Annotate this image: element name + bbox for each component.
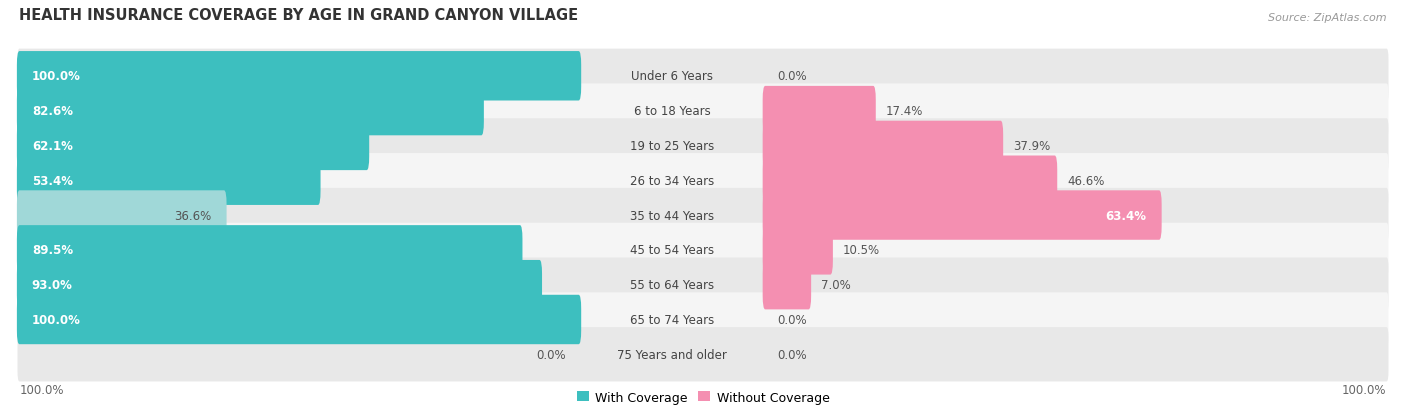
- Text: 26 to 34 Years: 26 to 34 Years: [630, 174, 714, 187]
- Text: 89.5%: 89.5%: [32, 244, 73, 257]
- Text: 100.0%: 100.0%: [32, 313, 80, 326]
- FancyBboxPatch shape: [17, 84, 1389, 138]
- Text: 93.0%: 93.0%: [32, 278, 73, 292]
- Text: 100.0%: 100.0%: [20, 383, 63, 396]
- Text: 100.0%: 100.0%: [32, 70, 80, 83]
- Text: 0.0%: 0.0%: [778, 313, 807, 326]
- Text: 46.6%: 46.6%: [1067, 174, 1105, 187]
- Text: 63.4%: 63.4%: [1105, 209, 1147, 222]
- FancyBboxPatch shape: [17, 119, 1389, 173]
- Text: 19 to 25 Years: 19 to 25 Years: [630, 140, 714, 152]
- FancyBboxPatch shape: [17, 223, 1389, 278]
- Text: 82.6%: 82.6%: [32, 105, 73, 118]
- FancyBboxPatch shape: [762, 260, 811, 310]
- Text: 65 to 74 Years: 65 to 74 Years: [630, 313, 714, 326]
- FancyBboxPatch shape: [17, 191, 226, 240]
- Text: 53.4%: 53.4%: [32, 174, 73, 187]
- Text: 10.5%: 10.5%: [842, 244, 880, 257]
- FancyBboxPatch shape: [17, 293, 1389, 347]
- Text: 55 to 64 Years: 55 to 64 Years: [630, 278, 714, 292]
- FancyBboxPatch shape: [17, 188, 1389, 242]
- FancyBboxPatch shape: [17, 154, 1389, 208]
- FancyBboxPatch shape: [17, 328, 1389, 382]
- Text: 62.1%: 62.1%: [32, 140, 73, 152]
- FancyBboxPatch shape: [17, 52, 581, 101]
- Text: 7.0%: 7.0%: [821, 278, 851, 292]
- FancyBboxPatch shape: [17, 260, 543, 310]
- Text: 0.0%: 0.0%: [778, 70, 807, 83]
- Legend: With Coverage, Without Coverage: With Coverage, Without Coverage: [572, 386, 834, 408]
- Text: HEALTH INSURANCE COVERAGE BY AGE IN GRAND CANYON VILLAGE: HEALTH INSURANCE COVERAGE BY AGE IN GRAN…: [20, 8, 578, 23]
- FancyBboxPatch shape: [17, 121, 370, 171]
- FancyBboxPatch shape: [762, 191, 1161, 240]
- FancyBboxPatch shape: [17, 50, 1389, 104]
- Text: 45 to 54 Years: 45 to 54 Years: [630, 244, 714, 257]
- Text: 6 to 18 Years: 6 to 18 Years: [634, 105, 710, 118]
- FancyBboxPatch shape: [17, 225, 523, 275]
- FancyBboxPatch shape: [762, 225, 832, 275]
- Text: 37.9%: 37.9%: [1014, 140, 1050, 152]
- Text: 17.4%: 17.4%: [886, 105, 924, 118]
- FancyBboxPatch shape: [762, 156, 1057, 205]
- FancyBboxPatch shape: [762, 87, 876, 136]
- FancyBboxPatch shape: [17, 258, 1389, 312]
- Text: Source: ZipAtlas.com: Source: ZipAtlas.com: [1268, 13, 1386, 23]
- FancyBboxPatch shape: [17, 156, 321, 205]
- FancyBboxPatch shape: [17, 87, 484, 136]
- Text: 75 Years and older: 75 Years and older: [617, 348, 727, 361]
- Text: Under 6 Years: Under 6 Years: [631, 70, 713, 83]
- Text: 100.0%: 100.0%: [1343, 383, 1386, 396]
- Text: 0.0%: 0.0%: [778, 348, 807, 361]
- FancyBboxPatch shape: [762, 121, 1002, 171]
- Text: 36.6%: 36.6%: [174, 209, 212, 222]
- FancyBboxPatch shape: [17, 295, 581, 344]
- Text: 0.0%: 0.0%: [537, 348, 567, 361]
- Text: 35 to 44 Years: 35 to 44 Years: [630, 209, 714, 222]
